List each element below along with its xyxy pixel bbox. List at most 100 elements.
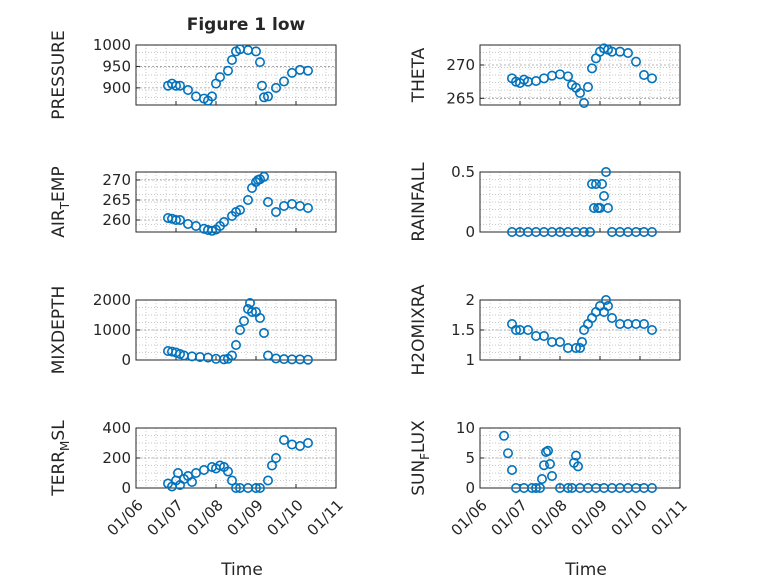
data-point [586, 179, 597, 190]
y-tick-label: 1000 [93, 321, 131, 339]
subplot-sun_flux: 0 5 10 SUNFLUX 01/0601/0701/0801/0901/1001/1… [409, 419, 691, 580]
data-point [215, 72, 226, 83]
data-point [258, 171, 269, 182]
data-point [630, 56, 641, 67]
data-point [622, 47, 633, 58]
subplot-pressure: 900 950 1000 PRESSURE [49, 30, 337, 120]
data-point [590, 179, 601, 190]
y-axis-label: TERRMSL [49, 420, 72, 497]
data-point [590, 306, 601, 317]
data-point [227, 475, 238, 486]
x-tick-label: 01/07 [488, 496, 531, 539]
x-tick-label: 01/06 [104, 496, 147, 539]
axes-box [479, 299, 681, 361]
figure-title: Figure 1 low [187, 15, 306, 35]
data-point [270, 82, 281, 93]
x-tick-label: 01/09 [224, 496, 267, 539]
data-point [251, 482, 262, 493]
y-tick-label: 265 [446, 89, 475, 107]
data-point [606, 312, 617, 323]
data-point [278, 76, 289, 87]
data-point [227, 54, 238, 65]
data-point [286, 199, 297, 210]
data-point [506, 464, 517, 475]
y-tick-label: 265 [102, 191, 131, 209]
data-point [175, 80, 186, 91]
data-point [251, 46, 262, 57]
data-point [538, 73, 549, 84]
data-point [600, 167, 611, 178]
data-point [183, 219, 194, 230]
data-point [262, 91, 273, 102]
data-point [302, 437, 313, 448]
subplot-air_temp: 260 265 270 AIRTEMP [49, 166, 337, 238]
data-point [302, 354, 313, 365]
data-point [502, 448, 513, 459]
data-point [223, 65, 234, 76]
data-point [578, 98, 589, 109]
y-axis-label: RAINFALL [409, 162, 429, 242]
data-point [530, 330, 541, 341]
data-point [498, 430, 509, 441]
data-point [262, 197, 273, 208]
y-tick-label: 0.5 [451, 163, 475, 181]
data-point [510, 324, 521, 335]
data-point [171, 215, 182, 226]
data-point [256, 80, 267, 91]
data-point [235, 205, 246, 216]
data-point [536, 473, 547, 484]
y-axis-label: H2OMIXRA [409, 284, 429, 375]
data-point [522, 324, 533, 335]
y-tick-label: 270 [446, 56, 475, 74]
data-point [187, 476, 198, 487]
y-tick-label: 950 [102, 57, 131, 75]
data-point [578, 227, 589, 238]
y-axis-label: AIRTEMP [49, 166, 72, 237]
data-point [171, 80, 182, 91]
data-point [574, 342, 585, 353]
data-point [570, 450, 581, 461]
data-point [576, 336, 587, 347]
data-point [530, 76, 541, 87]
data-point [286, 439, 297, 450]
data-point [600, 294, 611, 305]
data-point [534, 482, 545, 493]
subplot-theta: 265 270 THETA [409, 43, 681, 109]
data-point [173, 467, 184, 478]
data-point [570, 342, 581, 353]
y-tick-label: 1000 [93, 36, 131, 54]
data-point [255, 482, 266, 493]
data-point [586, 63, 597, 74]
x-tick-label: 01/07 [144, 496, 187, 539]
data-point [278, 354, 289, 365]
data-point [270, 452, 281, 463]
data-point [546, 70, 557, 81]
y-tick-label: 1 [465, 351, 475, 369]
data-point [247, 306, 258, 317]
data-point [646, 73, 657, 84]
x-tick-label: 01/06 [448, 496, 491, 539]
data-point [582, 82, 593, 93]
x-axis-label: Time [220, 560, 263, 580]
data-point [219, 354, 230, 365]
subplot-terr_msl: 0 200 400 TERRMSL 01/0601/0701/0801/0901/100… [49, 419, 347, 580]
x-tick-label: 01/08 [184, 496, 227, 539]
data-point [207, 225, 218, 236]
data-point [255, 57, 266, 68]
data-point [572, 461, 583, 472]
data-point [199, 464, 210, 475]
data-point [286, 354, 297, 365]
x-tick-label: 01/11 [648, 496, 691, 539]
y-tick-label: 400 [102, 419, 131, 437]
data-point [546, 470, 557, 481]
data-point [278, 201, 289, 212]
y-tick-label: 0 [121, 351, 131, 369]
data-point [302, 65, 313, 76]
data-point [239, 315, 250, 326]
y-tick-label: 2 [465, 291, 475, 309]
data-point [235, 324, 246, 335]
data-point [203, 352, 214, 363]
x-tick-label: 01/10 [264, 496, 307, 539]
data-point [187, 351, 198, 362]
